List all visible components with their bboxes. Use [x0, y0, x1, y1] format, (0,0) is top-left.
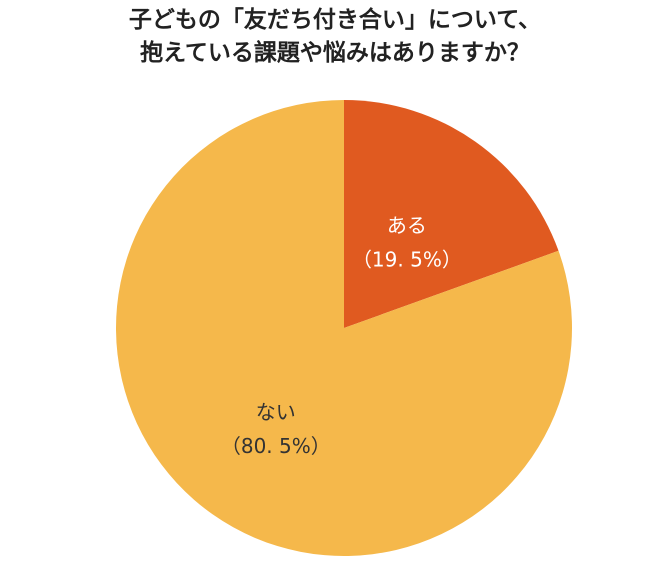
- slice-label-1: ある: [387, 214, 427, 238]
- chart-title-line-2: 抱えている課題や悩みはありますか？: [140, 40, 530, 66]
- chart-title-line-1: 子どもの「友だち付き合い」について、: [128, 7, 542, 33]
- slice-label-2: ない: [256, 400, 296, 424]
- slice-value-label-2: （80. 5%）: [221, 434, 331, 458]
- pie-slice-1: [344, 100, 559, 328]
- slice-value-label-1: （19. 5%）: [352, 248, 462, 272]
- pie-slice-2: [115, 100, 572, 556]
- chart-title: 子どもの「友だち付き合い」について、 抱えている課題や悩みはありますか？: [0, 4, 670, 70]
